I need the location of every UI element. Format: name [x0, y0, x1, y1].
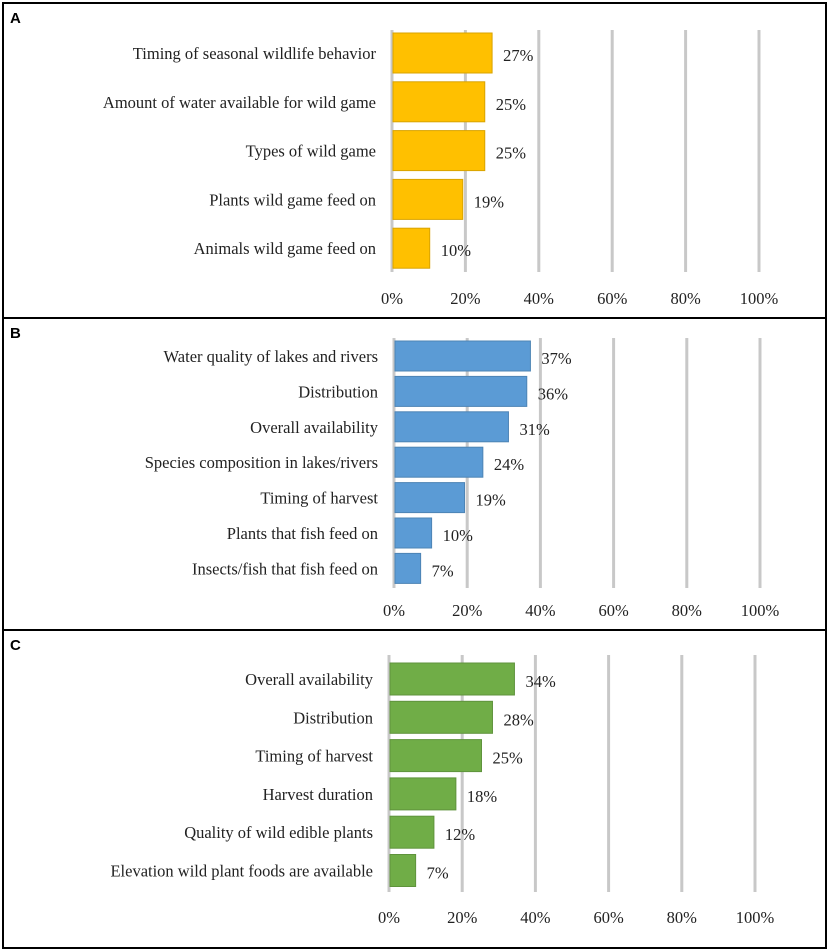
x-tick-label: 0%	[381, 289, 403, 308]
category-label: Timing of seasonal wildlife behavior	[133, 44, 377, 63]
category-label: Amount of water available for wild game	[103, 93, 376, 112]
category-label: Quality of wild edible plants	[184, 823, 373, 842]
category-label: Plants that fish feed on	[227, 524, 378, 543]
bar	[392, 81, 486, 123]
bar	[389, 777, 457, 811]
bar	[394, 482, 466, 514]
panel-c: C 0% 20% 40% 60% 80% 100% Overall availability 3…	[2, 629, 827, 949]
category-label: Species composition in lakes/rivers	[145, 453, 378, 472]
x-tick-label: 60%	[593, 908, 624, 927]
category-label: Harvest duration	[263, 785, 373, 804]
x-tick-label: 40%	[524, 289, 555, 308]
x-tick-label: 40%	[520, 908, 551, 927]
x-tick-label: 80%	[672, 601, 703, 620]
data-label: 19%	[476, 491, 507, 510]
x-tick-label: 100%	[736, 908, 775, 927]
data-label: 25%	[496, 95, 527, 114]
category-label: Timing of harvest	[255, 747, 373, 766]
data-label: 27%	[503, 46, 533, 65]
category-label: Distribution	[298, 382, 378, 401]
category-label: Insects/fish that fish feed on	[192, 559, 378, 578]
data-label: 31%	[519, 420, 550, 439]
category-label: Plants wild game feed on	[209, 190, 376, 209]
category-label: Timing of harvest	[260, 489, 378, 508]
data-label: 10%	[443, 526, 474, 545]
bar	[392, 130, 486, 172]
bar	[394, 446, 484, 478]
bar	[394, 517, 433, 549]
x-tick-label: 40%	[525, 601, 556, 620]
x-tick-label: 0%	[383, 601, 405, 620]
data-label: 25%	[496, 144, 527, 163]
bar	[392, 227, 431, 269]
category-label: Overall availability	[245, 670, 374, 689]
x-tick-label: 80%	[667, 908, 698, 927]
x-tick-label: 80%	[670, 289, 701, 308]
category-label: Animals wild game feed on	[194, 239, 376, 258]
data-label: 36%	[538, 384, 569, 403]
data-label: 10%	[441, 241, 472, 260]
x-tick-label: 20%	[452, 601, 483, 620]
data-label: 19%	[474, 192, 505, 211]
data-label: 24%	[494, 455, 524, 474]
data-label: 7%	[427, 864, 449, 883]
data-label: 25%	[493, 749, 524, 768]
data-label: 28%	[503, 710, 533, 729]
bar	[394, 411, 509, 443]
bar	[389, 815, 435, 849]
category-label: Elevation wild plant foods are available	[110, 862, 373, 881]
x-tick-label: 60%	[597, 289, 628, 308]
x-tick-label: 20%	[447, 908, 478, 927]
category-label: Water quality of lakes and rivers	[164, 347, 378, 366]
data-label: 18%	[467, 787, 498, 806]
x-tick-label: 100%	[740, 289, 779, 308]
category-label: Overall availability	[250, 418, 379, 437]
bar	[392, 178, 464, 220]
data-label: 37%	[541, 349, 572, 368]
x-tick-label: 0%	[378, 908, 400, 927]
x-tick-label: 60%	[598, 601, 629, 620]
panel-label: B	[10, 325, 21, 342]
x-tick-label: 20%	[450, 289, 481, 308]
bar	[389, 662, 515, 696]
data-label: 12%	[445, 825, 476, 844]
panel-border	[2, 629, 827, 949]
x-tick-label: 100%	[741, 601, 780, 620]
bar	[392, 32, 493, 74]
panel-label: A	[10, 10, 21, 27]
bar	[389, 854, 417, 887]
panel-b: B 0% 20% 40% 60% 80% 100% Water quality of lake…	[2, 317, 827, 631]
panel-label: C	[10, 637, 21, 654]
bar	[394, 340, 531, 372]
bar	[389, 739, 482, 773]
data-label: 7%	[432, 561, 454, 580]
category-label: Types of wild game	[246, 142, 376, 161]
data-label: 34%	[525, 672, 556, 691]
panel-a: A 0% 20% 40% 60% 80% 100% Timing of seasonal wi…	[2, 2, 827, 319]
bar	[394, 552, 422, 584]
category-label: Distribution	[293, 708, 373, 727]
bar	[394, 375, 528, 407]
bar	[389, 700, 493, 734]
